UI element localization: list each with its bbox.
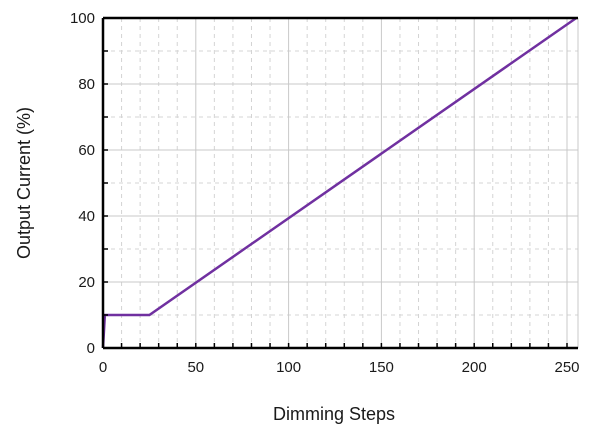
axes <box>101 16 578 350</box>
y-tick-label: 100 <box>70 10 95 27</box>
x-axis-title: Dimming Steps <box>273 404 395 424</box>
x-tick-label: 0 <box>99 359 107 376</box>
minor-gridlines <box>103 18 578 348</box>
y-axis-title: Output Current (%) <box>14 107 34 259</box>
y-tick-label: 40 <box>78 208 95 225</box>
y-tick-label: 20 <box>78 274 95 291</box>
y-tick-labels: 0 20 40 60 80 100 <box>70 10 95 357</box>
y-tick-label: 0 <box>87 340 95 357</box>
major-gridlines <box>103 18 579 348</box>
x-tick-label: 100 <box>276 359 301 376</box>
y-tick-label: 60 <box>78 142 95 159</box>
x-tick-labels: 0 50 100 150 200 250 <box>99 359 580 376</box>
x-tick-label: 50 <box>187 359 204 376</box>
x-tick-label: 150 <box>369 359 394 376</box>
x-tick-label: 200 <box>462 359 487 376</box>
y-tick-label: 80 <box>78 76 95 93</box>
x-tick-label: 250 <box>554 359 579 376</box>
